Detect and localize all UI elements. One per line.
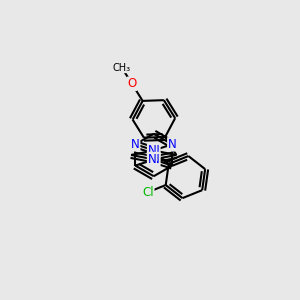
Text: O: O [127,77,136,90]
Text: N: N [168,138,176,151]
Text: CH₃: CH₃ [113,63,131,73]
Text: N: N [151,152,160,166]
Text: N: N [131,138,140,151]
Text: N: N [148,152,156,166]
Text: N: N [148,144,156,158]
Text: N: N [151,144,160,158]
Text: Cl: Cl [142,186,154,199]
